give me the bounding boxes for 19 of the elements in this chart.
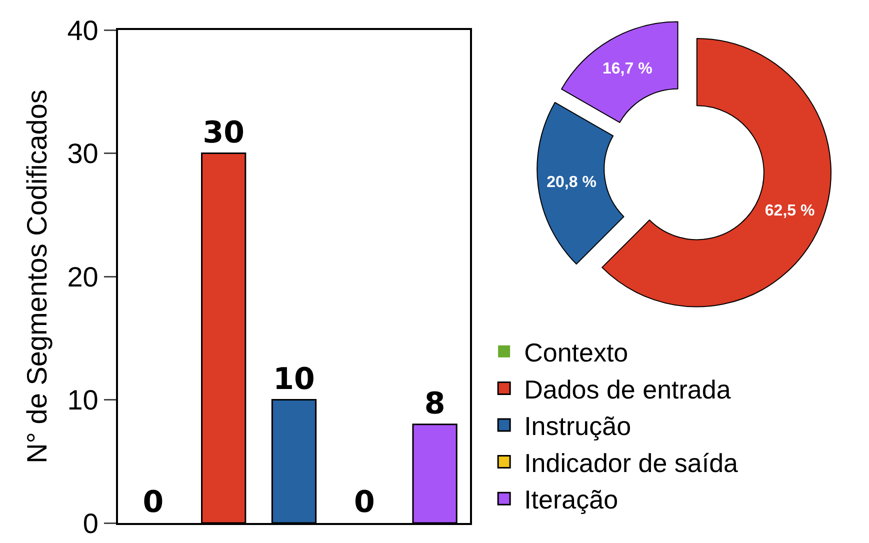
legend-label: Indicador de saída (524, 448, 739, 478)
data-label: 0 (354, 485, 375, 520)
y-tick-label: 30 (67, 138, 98, 170)
data-label: 0 (142, 485, 164, 520)
data-label: 30 (202, 115, 244, 150)
legend-label: Contexto (524, 338, 628, 368)
data-label: 10 (273, 362, 315, 397)
data-label: 20,8 % (546, 174, 596, 191)
legend-label: Iteração (524, 484, 618, 515)
y-axis-title: N° de Segmentos Codificados (21, 90, 52, 464)
data-label: 62,5 % (764, 202, 815, 220)
y-tick-label: 40 (67, 14, 98, 46)
y-tick-label: 20 (67, 261, 98, 292)
data-label: 8 (424, 386, 446, 422)
data-label: 16,7 % (602, 60, 652, 78)
y-tick-label: 10 (67, 384, 98, 416)
y-tick-label: 0 (82, 508, 98, 539)
legend-label: Dados de entrada (524, 374, 732, 404)
legend-label: Instrução (524, 411, 632, 442)
